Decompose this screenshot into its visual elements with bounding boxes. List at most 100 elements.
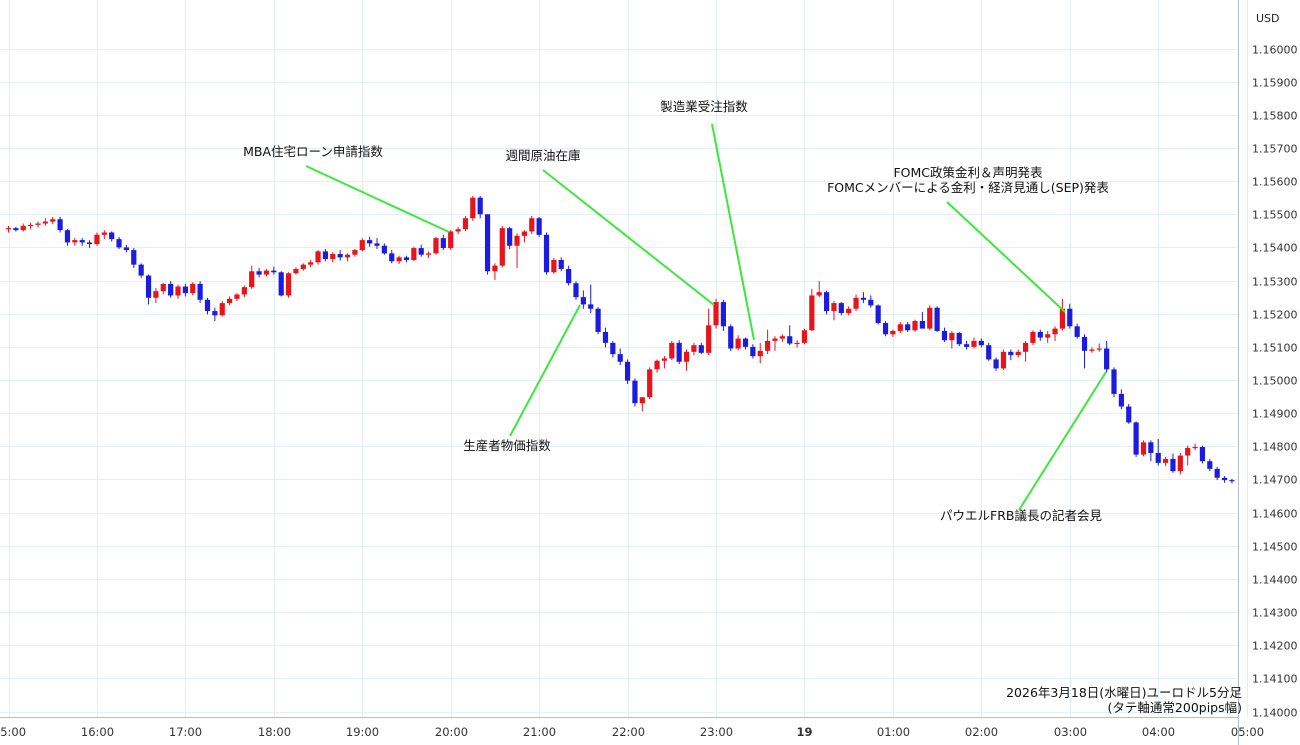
candle: [79, 238, 85, 246]
candle-body: [1022, 342, 1029, 352]
candle: [123, 244, 130, 253]
candle-body: [661, 358, 668, 361]
candle-body: [1221, 477, 1228, 481]
candle-body: [551, 259, 557, 273]
candle-body: [86, 242, 93, 245]
candle-body: [57, 219, 63, 231]
candle: [300, 263, 306, 271]
annotation-label: パウエルFRB議長の記者会見: [940, 508, 1102, 523]
candle: [617, 348, 623, 366]
candle-body: [492, 265, 498, 272]
y-tick-label: 1.15600: [1252, 176, 1298, 189]
candle-body: [1096, 348, 1102, 350]
candle: [654, 359, 660, 373]
candle: [551, 258, 557, 274]
candle: [263, 268, 270, 277]
candle: [470, 196, 476, 221]
candle-body: [1089, 349, 1095, 351]
candle-body: [344, 254, 351, 258]
candle-body: [853, 297, 859, 309]
candle-body: [5, 228, 12, 230]
candle: [787, 325, 793, 346]
candle: [868, 295, 874, 308]
y-tick-label: 1.14800: [1252, 441, 1298, 454]
candle-body: [293, 268, 299, 274]
candle-body: [1214, 468, 1220, 478]
y-tick-label: 1.14900: [1252, 408, 1298, 421]
candle: [632, 378, 638, 407]
candle-body: [433, 238, 439, 254]
candle: [809, 288, 815, 331]
candle-body: [204, 299, 211, 312]
candle-body: [602, 331, 609, 343]
candle: [1030, 330, 1036, 346]
candle-body: [624, 361, 631, 381]
candle-body: [1015, 351, 1021, 356]
candle-body: [1229, 480, 1235, 482]
candle-body: [1170, 458, 1176, 472]
candle: [212, 307, 218, 321]
candle: [750, 344, 756, 359]
annotation-line: [305, 165, 450, 233]
candle-body: [1074, 326, 1080, 337]
candle-body: [101, 232, 107, 235]
candle-body: [153, 291, 159, 298]
y-tick-label: 1.14700: [1252, 474, 1298, 487]
candle-body: [182, 286, 188, 294]
candle: [1140, 440, 1147, 457]
price-axis[interactable]: 1.16000 1.15900 1.15800 1.15700 1.15600 1.155…: [1252, 44, 1298, 720]
candle-body: [882, 322, 889, 335]
x-tick-label: 17:00: [169, 725, 202, 739]
candle-body: [654, 360, 660, 370]
candle-body: [1126, 406, 1132, 423]
candle: [241, 285, 247, 298]
candle: [897, 321, 903, 333]
candle-body: [175, 286, 181, 296]
candle-body: [912, 320, 918, 331]
y-tick-label: 1.15100: [1252, 342, 1298, 355]
candle-body: [846, 308, 852, 314]
candle: [860, 292, 867, 304]
candle: [50, 216, 56, 225]
candle-body: [374, 243, 380, 246]
candle-body: [521, 231, 527, 236]
candle: [197, 281, 203, 304]
candle: [838, 302, 844, 316]
candle: [927, 305, 933, 331]
candle-body: [919, 320, 925, 329]
candle: [1185, 445, 1191, 466]
candle: [175, 284, 181, 299]
candle: [521, 230, 527, 243]
candle-body: [396, 257, 402, 262]
candle-body: [322, 251, 329, 260]
candle: [713, 298, 719, 329]
candle-body: [72, 240, 78, 243]
candle: [588, 284, 594, 314]
candle: [35, 221, 41, 228]
candle: [507, 226, 513, 250]
candle: [971, 337, 977, 349]
candle-body: [809, 295, 815, 331]
candle: [322, 249, 329, 262]
candle-body: [529, 218, 535, 232]
candle-body: [890, 330, 896, 335]
candle: [168, 281, 174, 298]
candle-body: [1140, 442, 1147, 455]
time-axis[interactable]: 15:00 16:00 17:00 18:00 19:00 20:00 21:00 22:00…: [0, 725, 1264, 739]
candle: [337, 250, 343, 261]
y-tick-label: 1.14600: [1252, 508, 1298, 521]
candle: [720, 299, 726, 331]
candle: [94, 232, 100, 246]
candle: [757, 342, 763, 364]
candle: [86, 240, 93, 249]
candle-body: [389, 253, 395, 262]
candle-body: [1081, 336, 1088, 351]
annotation-label: FOMCメンバーによる金利・経済見通し(SEP)発表: [827, 180, 1109, 195]
candle-body: [381, 245, 387, 254]
candle-body: [971, 340, 977, 347]
candle: [1199, 445, 1206, 464]
candle-body: [352, 250, 358, 255]
annotation-label: FOMC政策金利＆声明発表: [893, 165, 1043, 180]
candle-body: [197, 283, 203, 300]
candle: [418, 244, 424, 257]
